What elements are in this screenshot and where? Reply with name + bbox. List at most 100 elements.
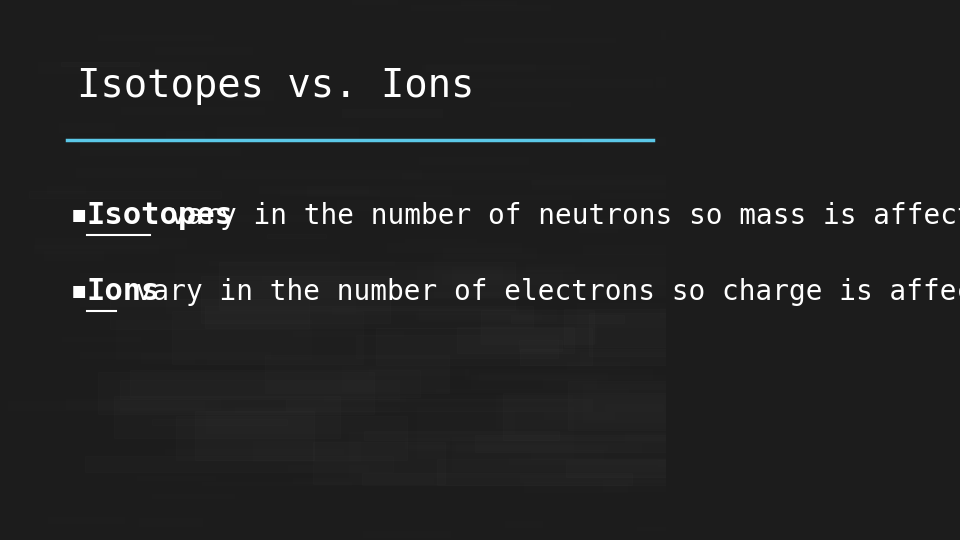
- Bar: [576, 280, 771, 285]
- Bar: [119, 380, 399, 399]
- Bar: [444, 106, 631, 111]
- Bar: [661, 30, 784, 39]
- Bar: [465, 369, 652, 380]
- Bar: [538, 132, 601, 136]
- Bar: [137, 476, 215, 480]
- Bar: [456, 443, 641, 452]
- Bar: [209, 261, 394, 265]
- Bar: [527, 107, 576, 113]
- Bar: [111, 475, 251, 483]
- Bar: [495, 395, 782, 428]
- Bar: [175, 254, 339, 279]
- Bar: [355, 335, 558, 359]
- Bar: [78, 27, 216, 32]
- Bar: [513, 25, 687, 30]
- Bar: [120, 408, 315, 411]
- Bar: [250, 19, 405, 26]
- Bar: [404, 527, 454, 535]
- Bar: [31, 379, 222, 388]
- Bar: [378, 395, 572, 401]
- Bar: [93, 82, 290, 89]
- Bar: [162, 29, 205, 39]
- Bar: [543, 412, 614, 419]
- Bar: [585, 132, 734, 140]
- Bar: [87, 57, 195, 61]
- Bar: [35, 245, 157, 253]
- Bar: [516, 463, 710, 469]
- Text: Isotopes vs. Ions: Isotopes vs. Ions: [77, 68, 474, 105]
- Bar: [109, 299, 308, 329]
- Bar: [66, 399, 220, 409]
- Bar: [48, 517, 125, 523]
- Bar: [288, 379, 423, 383]
- Bar: [331, 209, 420, 218]
- Bar: [531, 175, 707, 185]
- Bar: [8, 401, 204, 410]
- Bar: [570, 157, 683, 160]
- Bar: [60, 123, 114, 132]
- Bar: [337, 84, 423, 94]
- Bar: [402, 173, 539, 179]
- Bar: [663, 437, 762, 446]
- Bar: [225, 457, 268, 468]
- Bar: [102, 501, 265, 507]
- Bar: [443, 274, 616, 284]
- Bar: [108, 91, 279, 98]
- Bar: [28, 449, 226, 460]
- Bar: [497, 219, 690, 225]
- Bar: [613, 200, 780, 207]
- Bar: [659, 301, 756, 309]
- Text: Isotopes: Isotopes: [86, 201, 233, 231]
- Bar: [627, 19, 812, 25]
- Bar: [625, 434, 670, 442]
- Bar: [332, 308, 517, 314]
- Bar: [100, 358, 256, 365]
- Bar: [313, 442, 445, 484]
- Bar: [121, 165, 184, 172]
- Bar: [229, 270, 562, 296]
- Bar: [252, 441, 360, 461]
- Bar: [301, 184, 422, 192]
- Bar: [519, 515, 633, 518]
- Bar: [641, 237, 836, 243]
- Bar: [434, 254, 670, 298]
- Bar: [490, 102, 570, 106]
- Bar: [463, 241, 538, 247]
- Bar: [205, 306, 534, 328]
- Bar: [517, 228, 622, 239]
- Bar: [98, 373, 373, 414]
- Bar: [343, 366, 448, 391]
- Bar: [479, 373, 607, 380]
- Bar: [206, 411, 515, 433]
- Bar: [520, 349, 726, 365]
- Bar: [462, 79, 652, 87]
- Bar: [80, 273, 219, 306]
- Bar: [151, 341, 196, 348]
- Bar: [404, 239, 476, 245]
- Bar: [495, 305, 586, 310]
- Bar: [228, 87, 279, 97]
- Bar: [619, 234, 748, 239]
- Bar: [409, 445, 607, 450]
- Bar: [227, 90, 273, 100]
- Bar: [55, 208, 130, 214]
- Bar: [545, 69, 580, 75]
- Bar: [465, 38, 615, 42]
- Bar: [455, 288, 534, 299]
- Bar: [62, 337, 140, 341]
- Bar: [539, 122, 705, 129]
- Bar: [419, 309, 556, 321]
- Bar: [526, 264, 574, 271]
- Bar: [572, 300, 731, 308]
- Bar: [591, 116, 732, 119]
- Bar: [422, 65, 589, 70]
- Bar: [165, 131, 204, 138]
- Bar: [170, 165, 329, 172]
- Bar: [582, 137, 750, 145]
- Bar: [421, 26, 472, 37]
- Bar: [191, 218, 229, 221]
- Bar: [646, 483, 792, 489]
- Bar: [250, 192, 367, 202]
- Bar: [293, 332, 403, 336]
- Bar: [344, 361, 510, 366]
